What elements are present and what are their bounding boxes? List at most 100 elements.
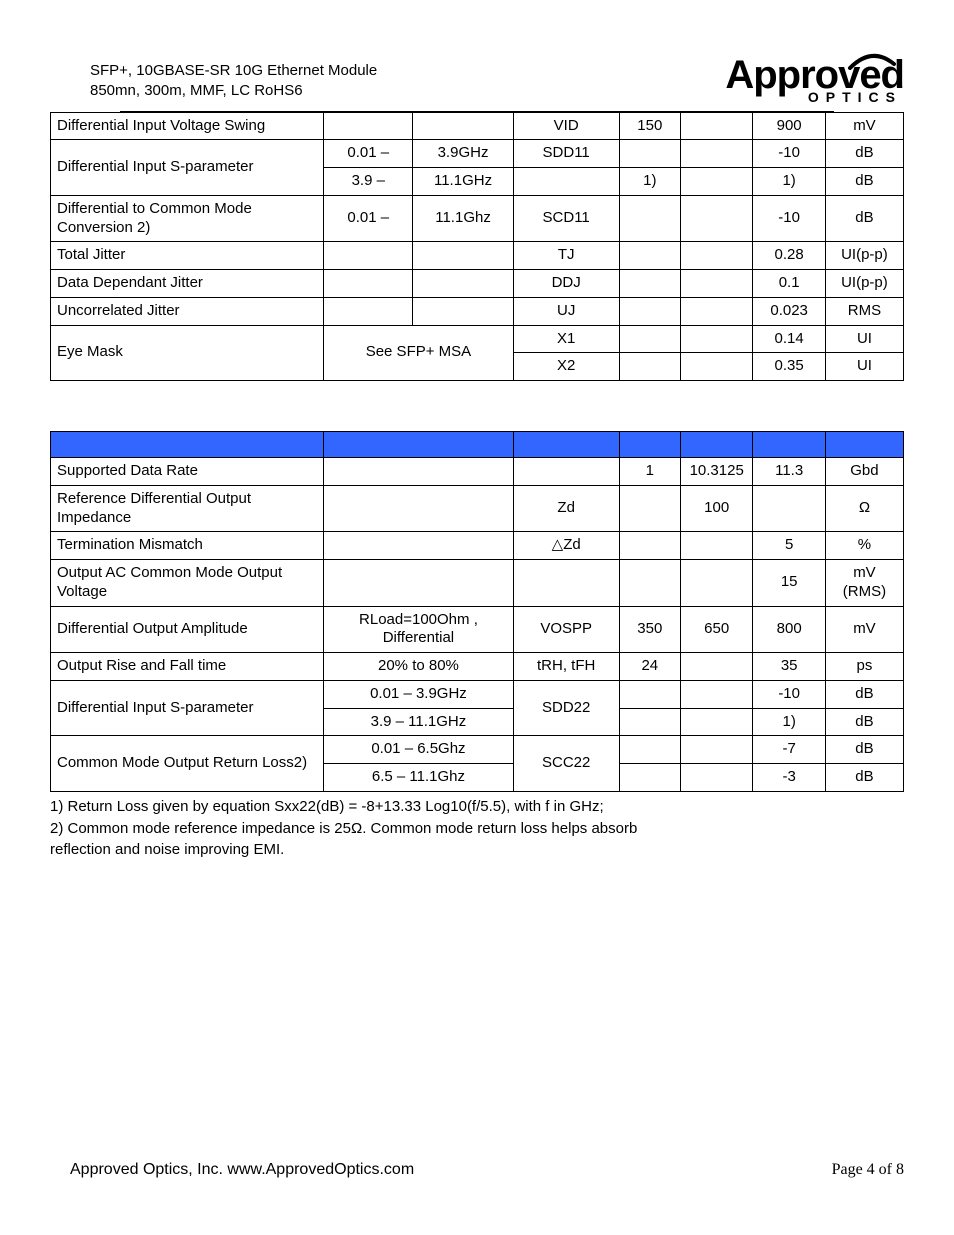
max-cell: 1) bbox=[753, 708, 825, 736]
sym-cell: SCD11 bbox=[513, 195, 619, 242]
condition-cell bbox=[324, 458, 514, 486]
condition-cell bbox=[324, 270, 413, 298]
note-3: reflection and noise improving EMI. bbox=[50, 839, 904, 861]
param-cell: Differential Input Voltage Swing bbox=[51, 112, 324, 140]
min-cell: 1) bbox=[619, 168, 680, 196]
logo-top: Approved bbox=[725, 60, 904, 90]
min-cell bbox=[619, 764, 680, 792]
typ-cell bbox=[680, 680, 752, 708]
table-row: Uncorrelated JitterUJ0.023RMS bbox=[51, 297, 904, 325]
condition-cell: 0.01 – bbox=[324, 140, 413, 168]
spec-table-2: Supported Data Rate110.312511.3GbdRefere… bbox=[50, 431, 904, 792]
typ-cell: 10.3125 bbox=[680, 458, 752, 486]
condition-cell: 6.5 – 11.1Ghz bbox=[324, 764, 514, 792]
table-row: Supported Data Rate110.312511.3Gbd bbox=[51, 458, 904, 486]
min-cell bbox=[619, 560, 680, 607]
table2-header bbox=[51, 432, 904, 458]
typ-cell bbox=[680, 532, 752, 560]
param-cell: Differential Output Amplitude bbox=[51, 606, 324, 653]
max-cell: 0.28 bbox=[753, 242, 825, 270]
condition-cell bbox=[324, 560, 514, 607]
condition-cell bbox=[413, 297, 513, 325]
condition-cell bbox=[324, 297, 413, 325]
param-cell: Common Mode Output Return Loss2) bbox=[51, 736, 324, 792]
min-cell: 24 bbox=[619, 653, 680, 681]
param-cell: Uncorrelated Jitter bbox=[51, 297, 324, 325]
condition-cell: RLoad=100Ohm , Differential bbox=[324, 606, 514, 653]
footer-left: Approved Optics, Inc. www.ApprovedOptics… bbox=[70, 1161, 414, 1179]
typ-cell bbox=[680, 764, 752, 792]
max-cell: 0.023 bbox=[753, 297, 825, 325]
sym-cell: VOSPP bbox=[513, 606, 619, 653]
sym-cell bbox=[513, 168, 619, 196]
max-cell: 5 bbox=[753, 532, 825, 560]
condition-cell bbox=[413, 112, 513, 140]
footnotes: 1) Return Loss given by equation Sxx22(d… bbox=[50, 796, 904, 861]
param-cell: Differential to Common Mode Conversion 2… bbox=[51, 195, 324, 242]
max-cell: 11.3 bbox=[753, 458, 825, 486]
min-cell: 1 bbox=[619, 458, 680, 486]
unit-cell: dB bbox=[825, 195, 903, 242]
max-cell bbox=[753, 485, 825, 532]
max-cell: 35 bbox=[753, 653, 825, 681]
typ-cell bbox=[680, 112, 752, 140]
typ-cell bbox=[680, 353, 752, 381]
unit-cell: dB bbox=[825, 140, 903, 168]
footer-page: Page 4 of 8 bbox=[832, 1161, 904, 1179]
max-cell: -10 bbox=[753, 140, 825, 168]
sym-cell bbox=[513, 560, 619, 607]
condition-cell bbox=[324, 485, 514, 532]
sym-cell: △Zd bbox=[513, 532, 619, 560]
unit-cell: RMS bbox=[825, 297, 903, 325]
table-row: Differential Output AmplitudeRLoad=100Oh… bbox=[51, 606, 904, 653]
condition-cell bbox=[413, 242, 513, 270]
min-cell bbox=[619, 242, 680, 270]
typ-cell bbox=[680, 168, 752, 196]
condition-cell bbox=[324, 112, 413, 140]
table-row: Termination Mismatch△Zd5% bbox=[51, 532, 904, 560]
min-cell bbox=[619, 195, 680, 242]
typ-cell bbox=[680, 195, 752, 242]
max-cell: 0.1 bbox=[753, 270, 825, 298]
param-cell: Output AC Common Mode Output Voltage bbox=[51, 560, 324, 607]
table-row: Total JitterTJ0.28UI(p-p) bbox=[51, 242, 904, 270]
unit-cell: UI bbox=[825, 325, 903, 353]
min-cell bbox=[619, 297, 680, 325]
typ-cell: 650 bbox=[680, 606, 752, 653]
typ-cell bbox=[680, 736, 752, 764]
typ-cell bbox=[680, 270, 752, 298]
unit-cell: ps bbox=[825, 653, 903, 681]
unit-cell: Gbd bbox=[825, 458, 903, 486]
condition-cell bbox=[324, 532, 514, 560]
min-cell bbox=[619, 736, 680, 764]
unit-cell: % bbox=[825, 532, 903, 560]
max-cell: 0.14 bbox=[753, 325, 825, 353]
unit-cell: mV bbox=[825, 112, 903, 140]
condition-cell: 3.9 – bbox=[324, 168, 413, 196]
condition-cell: 0.01 – 6.5Ghz bbox=[324, 736, 514, 764]
logo-swoosh-icon bbox=[848, 52, 896, 70]
table-row: Output AC Common Mode Output Voltage15mV… bbox=[51, 560, 904, 607]
param-cell: Output Rise and Fall time bbox=[51, 653, 324, 681]
param-cell: Differential Input S-parameter bbox=[51, 140, 324, 196]
max-cell: 1) bbox=[753, 168, 825, 196]
condition-cell: 11.1Ghz bbox=[413, 195, 513, 242]
param-cell: Total Jitter bbox=[51, 242, 324, 270]
max-cell: 800 bbox=[753, 606, 825, 653]
note-2: 2) Common mode reference impedance is 25… bbox=[50, 818, 904, 840]
header-text: SFP+, 10GBASE-SR 10G Ethernet Module 850… bbox=[90, 61, 377, 102]
min-cell bbox=[619, 325, 680, 353]
table-row: Eye MaskSee SFP+ MSAX10.14UI bbox=[51, 325, 904, 353]
condition-cell bbox=[413, 270, 513, 298]
table-row: Common Mode Output Return Loss2)0.01 – 6… bbox=[51, 736, 904, 764]
condition-cell: 3.9 – 11.1GHz bbox=[324, 708, 514, 736]
typ-cell bbox=[680, 708, 752, 736]
max-cell: -10 bbox=[753, 680, 825, 708]
max-cell: 900 bbox=[753, 112, 825, 140]
max-cell: 0.35 bbox=[753, 353, 825, 381]
condition-cell bbox=[324, 242, 413, 270]
page-footer: Approved Optics, Inc. www.ApprovedOptics… bbox=[50, 1161, 904, 1179]
condition-cell: See SFP+ MSA bbox=[324, 325, 514, 381]
unit-cell: Ω bbox=[825, 485, 903, 532]
min-cell bbox=[619, 680, 680, 708]
